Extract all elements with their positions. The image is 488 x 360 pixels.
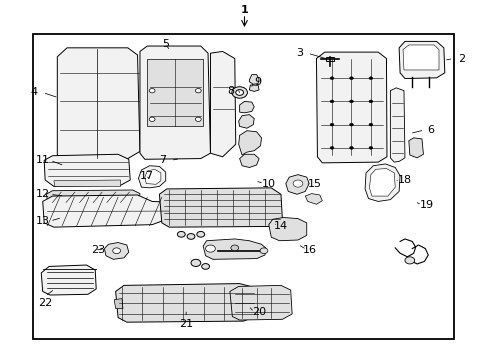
Text: 15: 15 [307, 179, 321, 189]
Polygon shape [210, 51, 235, 157]
Polygon shape [249, 75, 259, 84]
Polygon shape [44, 154, 130, 186]
Text: 19: 19 [419, 200, 433, 210]
Text: 13: 13 [35, 216, 49, 226]
Circle shape [349, 147, 353, 149]
Circle shape [260, 248, 267, 253]
Circle shape [113, 248, 120, 253]
Circle shape [195, 117, 201, 121]
Circle shape [404, 257, 414, 264]
Circle shape [349, 77, 353, 80]
Bar [33, 33, 453, 339]
Circle shape [349, 123, 353, 126]
Text: 5: 5 [162, 39, 168, 49]
Text: 22: 22 [38, 298, 52, 308]
Circle shape [368, 100, 372, 103]
Polygon shape [116, 284, 256, 322]
Polygon shape [238, 131, 261, 155]
Polygon shape [389, 88, 404, 162]
Polygon shape [239, 154, 259, 167]
Text: 18: 18 [397, 175, 411, 185]
Circle shape [329, 147, 333, 149]
Polygon shape [325, 57, 333, 62]
Polygon shape [42, 195, 171, 227]
Circle shape [177, 231, 185, 237]
Text: 1: 1 [240, 5, 248, 15]
Polygon shape [249, 85, 259, 91]
Polygon shape [402, 45, 438, 70]
Circle shape [205, 245, 215, 252]
Circle shape [231, 87, 247, 98]
Polygon shape [114, 298, 122, 309]
Circle shape [368, 123, 372, 126]
Text: 11: 11 [35, 156, 49, 165]
Circle shape [349, 100, 353, 103]
Text: 8: 8 [227, 86, 234, 96]
Polygon shape [138, 166, 165, 188]
Circle shape [329, 100, 333, 103]
Polygon shape [268, 217, 306, 241]
Text: 16: 16 [302, 245, 316, 255]
Text: 4: 4 [31, 87, 38, 98]
Text: 23: 23 [91, 245, 105, 255]
Text: 21: 21 [179, 319, 193, 329]
Polygon shape [140, 46, 210, 159]
Text: 7: 7 [159, 156, 166, 165]
Circle shape [329, 77, 333, 80]
Polygon shape [365, 164, 399, 202]
Text: 2: 2 [458, 54, 465, 64]
Polygon shape [316, 52, 386, 163]
Polygon shape [203, 239, 266, 259]
Circle shape [292, 180, 302, 187]
Polygon shape [239, 102, 254, 113]
Circle shape [235, 90, 243, 95]
Text: 14: 14 [273, 221, 287, 231]
Circle shape [197, 231, 204, 237]
Polygon shape [229, 285, 291, 320]
Circle shape [201, 264, 209, 269]
Polygon shape [144, 169, 161, 184]
Polygon shape [305, 194, 322, 204]
Circle shape [230, 245, 238, 251]
Circle shape [149, 117, 155, 121]
Polygon shape [41, 265, 96, 295]
Polygon shape [408, 138, 423, 158]
Text: 10: 10 [261, 179, 275, 189]
Polygon shape [159, 188, 282, 227]
Circle shape [195, 89, 201, 93]
Polygon shape [54, 180, 120, 186]
Polygon shape [57, 48, 140, 159]
Polygon shape [285, 175, 308, 194]
Circle shape [329, 123, 333, 126]
Circle shape [368, 77, 372, 80]
Polygon shape [369, 168, 394, 196]
Polygon shape [81, 157, 113, 166]
Text: 12: 12 [35, 189, 49, 199]
Circle shape [187, 234, 195, 239]
Polygon shape [398, 41, 444, 78]
Circle shape [149, 89, 155, 93]
Circle shape [191, 259, 201, 266]
Polygon shape [46, 190, 140, 204]
Polygon shape [104, 243, 128, 259]
Text: 17: 17 [140, 171, 154, 181]
Text: 6: 6 [426, 125, 433, 135]
Polygon shape [245, 298, 254, 309]
Polygon shape [238, 114, 254, 128]
Text: 20: 20 [251, 307, 265, 317]
Circle shape [368, 147, 372, 149]
Polygon shape [147, 59, 203, 126]
Text: 3: 3 [295, 48, 302, 58]
Text: 9: 9 [254, 77, 261, 87]
